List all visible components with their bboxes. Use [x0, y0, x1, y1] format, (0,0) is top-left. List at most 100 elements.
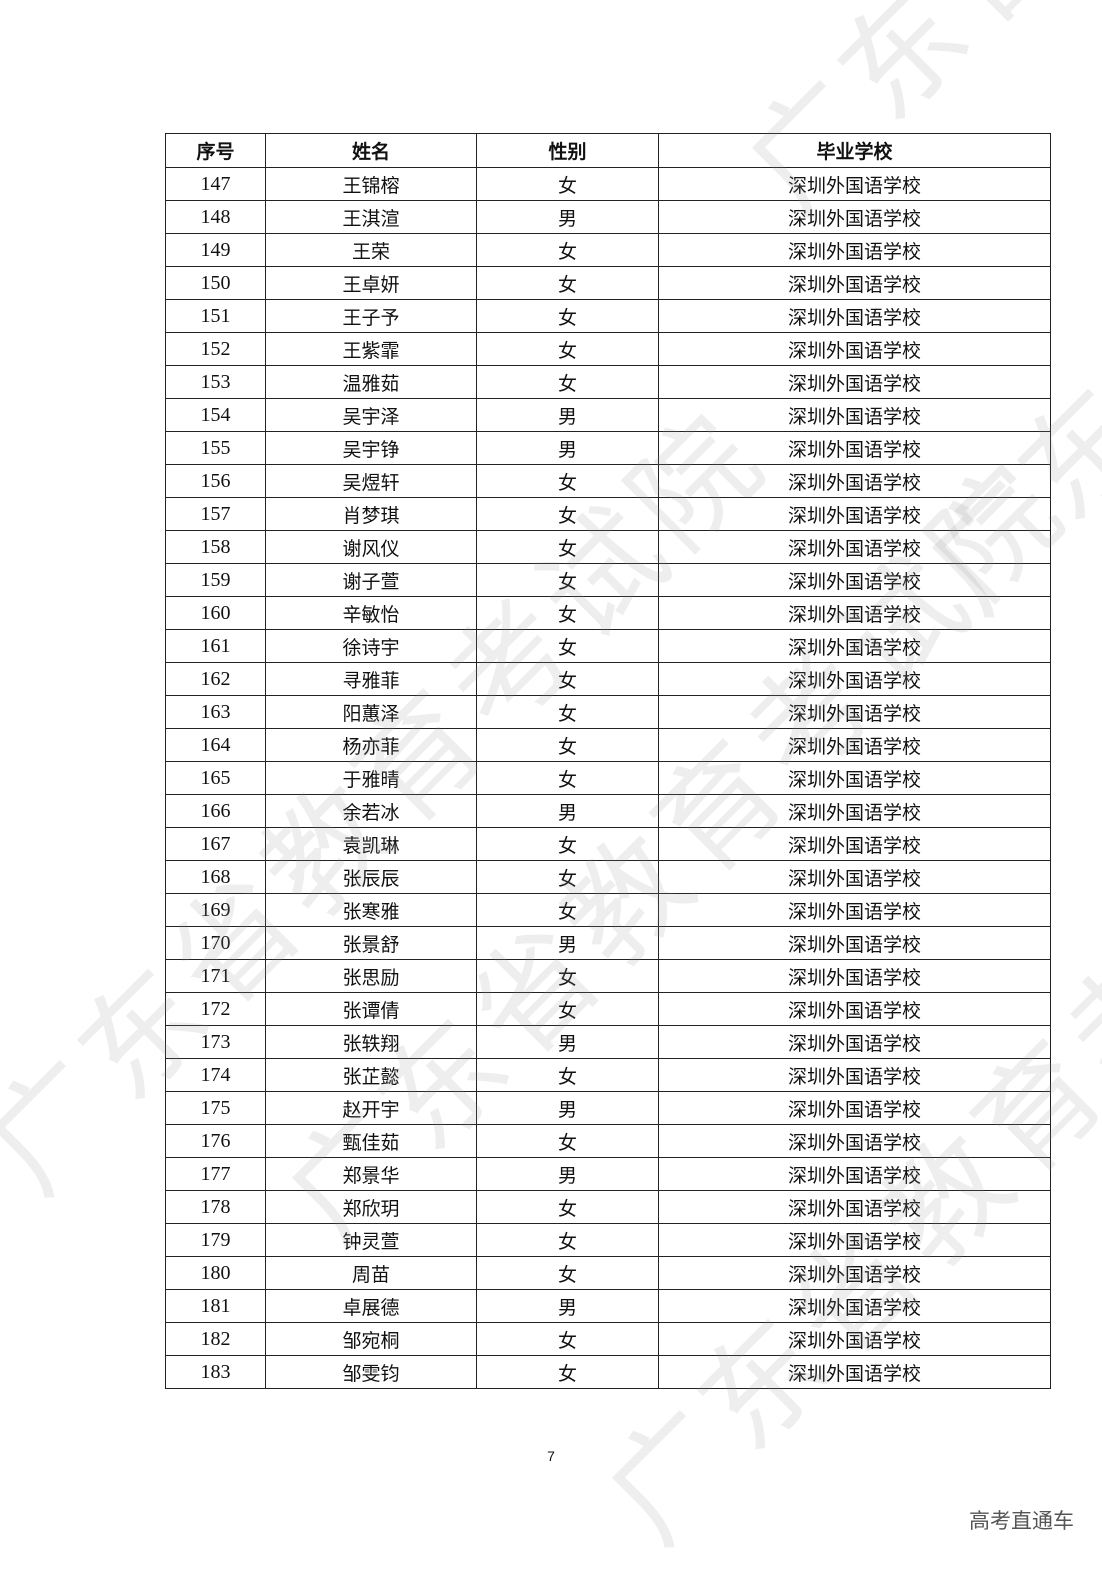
cell-school: 深圳外国语学校 — [658, 1025, 1051, 1059]
cell-gender: 女 — [476, 1256, 659, 1290]
table-row: 171 张思励女深圳外国语学校 — [165, 959, 1051, 993]
cell-name: 卓展德 — [265, 1289, 477, 1323]
table-row: 183 邹雯钧女深圳外国语学校 — [165, 1355, 1051, 1389]
header-school: 毕业学校 — [658, 133, 1051, 168]
cell-index: 167 — [165, 827, 266, 861]
cell-gender: 男 — [476, 398, 659, 432]
cell-school: 深圳外国语学校 — [658, 1256, 1051, 1290]
cell-gender: 女 — [476, 497, 659, 531]
cell-school: 深圳外国语学校 — [658, 596, 1051, 630]
cell-school: 深圳外国语学校 — [658, 1322, 1051, 1356]
cell-gender: 女 — [476, 695, 659, 729]
cell-index: 170 — [165, 926, 266, 960]
cell-index: 156 — [165, 464, 266, 498]
table-row: 153 温雅茹女深圳外国语学校 — [165, 365, 1051, 399]
table-row: 170 张景舒男深圳外国语学校 — [165, 926, 1051, 960]
cell-name: 周苗 — [265, 1256, 477, 1290]
cell-gender: 女 — [476, 860, 659, 894]
table-row: 179 钟灵萱女深圳外国语学校 — [165, 1223, 1051, 1257]
table-row: 147 王锦榕女深圳外国语学校 — [165, 167, 1051, 201]
cell-index: 162 — [165, 662, 266, 696]
cell-index: 169 — [165, 893, 266, 927]
table-row: 164 杨亦菲女深圳外国语学校 — [165, 728, 1051, 762]
cell-index: 160 — [165, 596, 266, 630]
cell-index: 151 — [165, 299, 266, 333]
cell-index: 181 — [165, 1289, 266, 1323]
cell-name: 辛敏怡 — [265, 596, 477, 630]
cell-name: 张轶翔 — [265, 1025, 477, 1059]
cell-school: 深圳外国语学校 — [658, 1157, 1051, 1191]
cell-gender: 男 — [476, 431, 659, 465]
cell-school: 深圳外国语学校 — [658, 200, 1051, 234]
table-row: 181 卓展德男深圳外国语学校 — [165, 1289, 1051, 1323]
cell-index: 168 — [165, 860, 266, 894]
cell-gender: 女 — [476, 1190, 659, 1224]
cell-name: 吴煜轩 — [265, 464, 477, 498]
table-row: 155 吴宇铮男深圳外国语学校 — [165, 431, 1051, 465]
cell-school: 深圳外国语学校 — [658, 629, 1051, 663]
cell-gender: 男 — [476, 794, 659, 828]
cell-name: 王荣 — [265, 233, 477, 267]
table-row: 156 吴煜轩女深圳外国语学校 — [165, 464, 1051, 498]
cell-gender: 女 — [476, 959, 659, 993]
cell-name: 谢风仪 — [265, 530, 477, 564]
cell-gender: 女 — [476, 167, 659, 201]
table-row: 150 王卓妍女深圳外国语学校 — [165, 266, 1051, 300]
cell-index: 183 — [165, 1355, 266, 1389]
table-row: 175 赵开宇男深圳外国语学校 — [165, 1091, 1051, 1125]
cell-school: 深圳外国语学校 — [658, 1091, 1051, 1125]
cell-school: 深圳外国语学校 — [658, 860, 1051, 894]
table-row: 180 周苗女深圳外国语学校 — [165, 1256, 1051, 1290]
table-row: 157 肖梦琪女深圳外国语学校 — [165, 497, 1051, 531]
cell-school: 深圳外国语学校 — [658, 959, 1051, 993]
cell-index: 154 — [165, 398, 266, 432]
cell-name: 王紫霏 — [265, 332, 477, 366]
student-table: 序号 姓名 性别 毕业学校 147 王锦榕女深圳外国语学校 148 王淇渲男深圳外国语… — [165, 133, 1051, 1389]
cell-school: 深圳外国语学校 — [658, 827, 1051, 861]
cell-index: 165 — [165, 761, 266, 795]
cell-name: 袁凯琳 — [265, 827, 477, 861]
cell-name: 赵开宇 — [265, 1091, 477, 1125]
cell-gender: 男 — [476, 1091, 659, 1125]
cell-school: 深圳外国语学校 — [658, 1124, 1051, 1158]
cell-name: 肖梦琪 — [265, 497, 477, 531]
cell-name: 张寒雅 — [265, 893, 477, 927]
cell-name: 郑景华 — [265, 1157, 477, 1191]
cell-index: 150 — [165, 266, 266, 300]
cell-name: 张辰辰 — [265, 860, 477, 894]
cell-school: 深圳外国语学校 — [658, 398, 1051, 432]
cell-index: 164 — [165, 728, 266, 762]
cell-name: 徐诗宇 — [265, 629, 477, 663]
cell-name: 谢子萱 — [265, 563, 477, 597]
cell-name: 吴宇泽 — [265, 398, 477, 432]
cell-school: 深圳外国语学校 — [658, 761, 1051, 795]
cell-school: 深圳外国语学校 — [658, 167, 1051, 201]
cell-gender: 女 — [476, 332, 659, 366]
cell-name: 张芷懿 — [265, 1058, 477, 1092]
cell-name: 杨亦菲 — [265, 728, 477, 762]
table-row: 161 徐诗宇女深圳外国语学校 — [165, 629, 1051, 663]
brand-watermark: 高考直通车 — [969, 1509, 1074, 1533]
cell-name: 王锦榕 — [265, 167, 477, 201]
cell-name: 邹雯钧 — [265, 1355, 477, 1389]
cell-gender: 女 — [476, 464, 659, 498]
table-row: 172 张谭倩女深圳外国语学校 — [165, 992, 1051, 1026]
cell-gender: 女 — [476, 530, 659, 564]
cell-gender: 女 — [476, 629, 659, 663]
cell-index: 153 — [165, 365, 266, 399]
table-row: 152 王紫霏女深圳外国语学校 — [165, 332, 1051, 366]
cell-school: 深圳外国语学校 — [658, 992, 1051, 1026]
cell-school: 深圳外国语学校 — [658, 1223, 1051, 1257]
cell-index: 148 — [165, 200, 266, 234]
table-row: 166 余若冰男深圳外国语学校 — [165, 794, 1051, 828]
cell-school: 深圳外国语学校 — [658, 926, 1051, 960]
page-number: 7 — [547, 1448, 555, 1464]
cell-index: 174 — [165, 1058, 266, 1092]
table-row: 148 王淇渲男深圳外国语学校 — [165, 200, 1051, 234]
table-row: 149 王荣女深圳外国语学校 — [165, 233, 1051, 267]
cell-gender: 女 — [476, 827, 659, 861]
cell-name: 吴宇铮 — [265, 431, 477, 465]
cell-school: 深圳外国语学校 — [658, 794, 1051, 828]
cell-name: 甄佳茹 — [265, 1124, 477, 1158]
cell-gender: 男 — [476, 200, 659, 234]
